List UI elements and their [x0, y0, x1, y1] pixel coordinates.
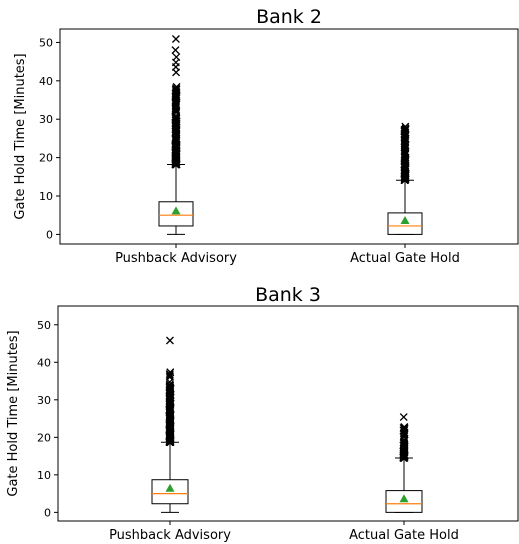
box-1 — [388, 123, 422, 234]
chart-title: Bank 3 — [255, 284, 321, 306]
box-1 — [386, 414, 422, 513]
chart-title: Bank 2 — [256, 6, 322, 28]
outlier-marker — [172, 35, 179, 42]
plot-frame — [58, 306, 518, 521]
y-tick-label: 40 — [39, 75, 53, 88]
outlier-marker — [400, 414, 407, 421]
y-tick-label: 10 — [37, 469, 51, 482]
y-tick-label: 20 — [37, 431, 51, 444]
outlier-marker — [166, 337, 173, 344]
x-tick-label: Pushback Advisory — [109, 528, 231, 543]
iqr-box — [152, 480, 188, 504]
plot-frame — [60, 29, 518, 244]
y-tick-label: 50 — [39, 36, 53, 49]
box-0 — [152, 337, 188, 512]
x-tick-label: Actual Gate Hold — [349, 528, 459, 543]
y-tick-label: 0 — [46, 228, 53, 241]
y-tick-label: 0 — [44, 506, 51, 519]
y-axis-label: Gate Hold Time [Minutes] — [13, 53, 28, 219]
y-tick-label: 30 — [37, 394, 51, 407]
y-axis-label: Gate Hold Time [Minutes] — [6, 330, 21, 496]
x-tick-label: Actual Gate Hold — [350, 251, 460, 266]
chart-panel-1: Bank 2 Gate Hold Time [Minutes] 0 10 20 30 40 5… — [13, 6, 518, 266]
y-tick-label: 50 — [37, 319, 51, 332]
box-0 — [159, 35, 193, 234]
outlier-marker — [172, 47, 179, 54]
y-tick-label: 30 — [39, 113, 53, 126]
y-tick-label: 40 — [37, 356, 51, 369]
outlier-marker — [173, 54, 180, 61]
x-tick-label: Pushback Advisory — [115, 251, 237, 266]
y-tick-label: 20 — [39, 152, 53, 165]
chart-panel-2: Bank 3 Gate Hold Time [Minutes] 0 10 20 30 40 5… — [6, 284, 518, 543]
y-tick-label: 10 — [39, 190, 53, 203]
